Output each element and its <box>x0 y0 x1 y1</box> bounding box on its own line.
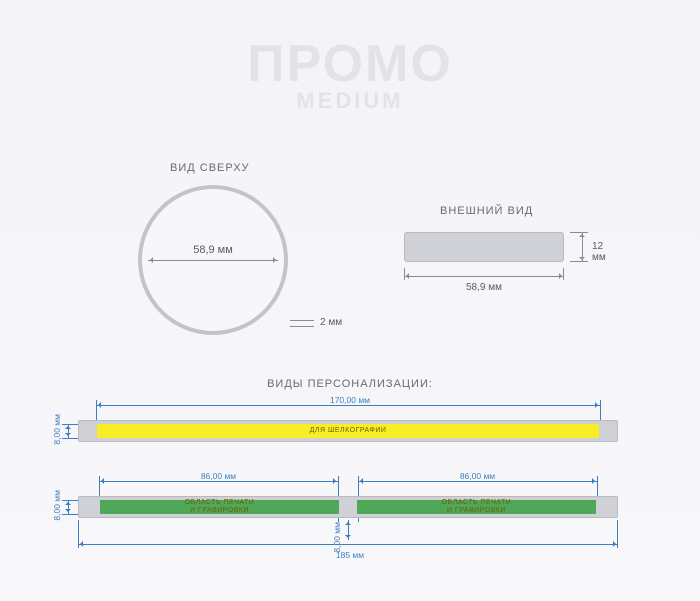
label-external-view: ВНЕШНИЙ ВИД <box>440 205 533 217</box>
side-width-value: 58,9 мм <box>404 282 564 293</box>
band2-height-value: 8,00 мм <box>52 490 62 521</box>
side-width-dimension: 58,9 мм <box>404 268 564 292</box>
band2-height-dimension <box>68 500 69 514</box>
title-block: ПРОМО MEDIUM <box>0 34 700 114</box>
band1-width-dimension <box>96 405 600 406</box>
diameter-value: 58,9 мм <box>142 244 284 256</box>
ring-icon: 58,9 мм <box>138 185 288 335</box>
band2-left-width-dimension <box>99 481 338 482</box>
band1-caption: ДЛЯ ШЕЛКОГРАФИИ <box>310 427 387 435</box>
label-top-view: ВИД СВЕРХУ <box>170 162 250 174</box>
band2-right-width-dimension <box>358 481 597 482</box>
band1: ДЛЯ ШЕЛКОГРАФИИ <box>78 420 618 442</box>
band2-left-caption: ОБЛАСТЬ ПЕЧАТИ И ГРАВИРОВКИ <box>185 499 255 514</box>
diameter-dimension-line <box>148 260 278 261</box>
side-height-dimension: 12 мм <box>570 232 618 262</box>
title-main: ПРОМО <box>0 34 700 94</box>
band1-height-value: 8,00 мм <box>52 414 62 445</box>
band1-width-value: 170,00 мм <box>0 395 700 405</box>
side-view-diagram <box>404 232 564 262</box>
band2-gap-value: 8,00 мм <box>332 522 342 553</box>
thickness-value: 2 мм <box>320 317 342 328</box>
band1-print-area: ДЛЯ ШЕЛКОГРАФИИ <box>97 424 599 438</box>
title-sub: MEDIUM <box>0 88 700 114</box>
label-personalization: ВИДЫ ПЕРСОНАЛИЗАЦИИ: <box>0 378 700 390</box>
top-view-diagram: 58,9 мм <box>138 185 288 335</box>
band2: ОБЛАСТЬ ПЕЧАТИ И ГРАВИРОВКИ ОБЛАСТЬ ПЕЧА… <box>78 496 618 518</box>
band2-total-width-value: 185 мм <box>0 550 700 560</box>
band2-right-print-area: ОБЛАСТЬ ПЕЧАТИ И ГРАВИРОВКИ <box>357 500 596 514</box>
band2-right-caption: ОБЛАСТЬ ПЕЧАТИ И ГРАВИРОВКИ <box>442 499 512 514</box>
band2-total-width-dimension <box>78 544 618 545</box>
band1-height-dimension <box>68 424 69 438</box>
band2-right-width-value: 86,00 мм <box>358 471 597 481</box>
band2-gap-dimension <box>348 520 349 540</box>
side-height-value: 12 мм <box>592 241 618 263</box>
band2-left-width-value: 86,00 мм <box>99 471 338 481</box>
thickness-dimension: 2 мм <box>290 316 350 340</box>
band2-left-print-area: ОБЛАСТЬ ПЕЧАТИ И ГРАВИРОВКИ <box>100 500 339 514</box>
